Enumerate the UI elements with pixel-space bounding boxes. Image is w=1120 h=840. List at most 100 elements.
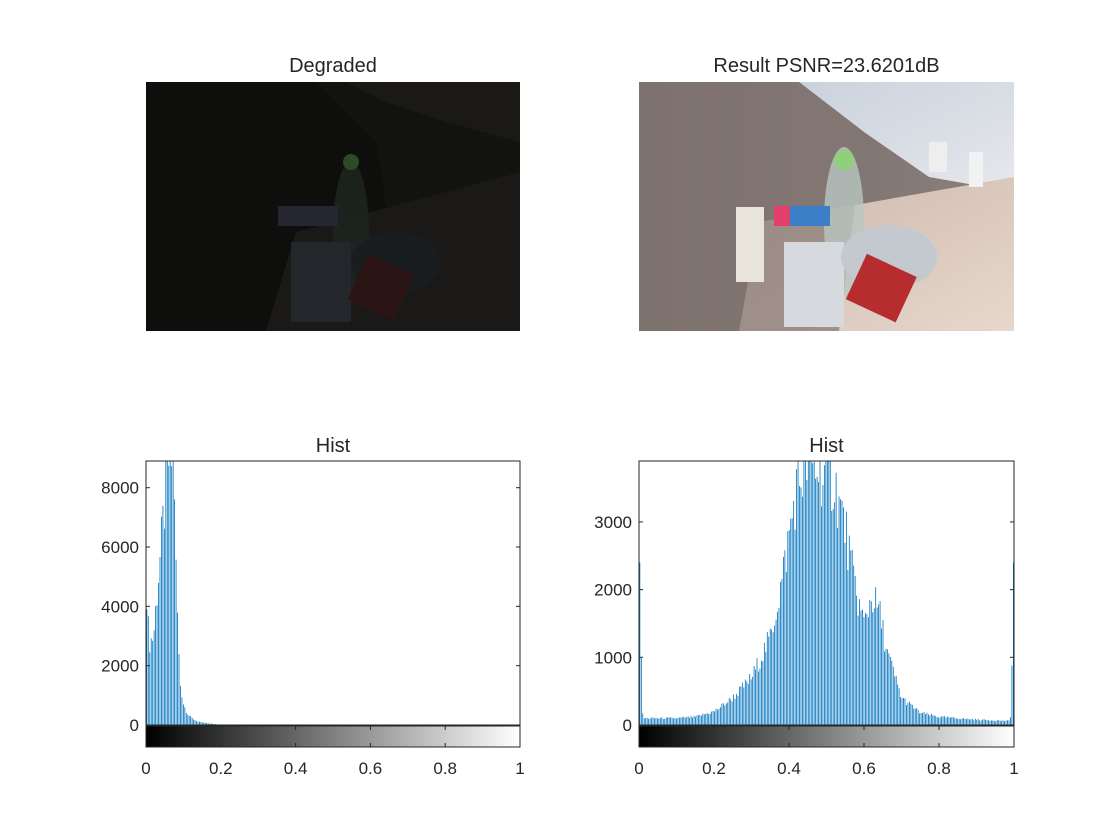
grayscale-colorbar [145,725,521,748]
hist-bar [821,506,822,725]
hist-bar [856,595,858,725]
hist-bar [717,709,718,725]
hist-bar [1010,717,1011,725]
hist-bar [649,718,651,725]
hist-bar [777,611,778,725]
x-tick-label: 1 [1009,759,1018,778]
hist-bar [772,632,774,725]
hist-bar [952,717,954,725]
hist-bar [901,698,903,725]
hist-bar [963,717,964,725]
hist-bar [866,614,868,725]
hist-bar [673,718,674,725]
hist-bar [662,719,664,725]
chart-title: Hist [809,435,844,457]
hist-bar [696,715,698,725]
hist-bar [668,717,670,725]
result-title: Result PSNR=23.6201dB [713,55,940,77]
hist-bar [992,720,994,725]
hist-bar [658,718,660,725]
hist-bar [703,714,705,725]
x-tick-label: 0.4 [284,759,308,778]
hist-bar [865,612,866,725]
hist-bar [964,718,966,725]
hist-bar [828,461,830,725]
hist-bar [925,714,926,725]
hist-bar [812,463,814,725]
hist-bar [966,718,967,725]
hist-bar [889,656,891,725]
hist-bar [884,651,885,725]
hist-bar [739,686,740,725]
hist-bar [730,699,732,725]
hist-bar [709,713,711,725]
hist-bar [794,529,796,725]
hist-bar [973,720,975,725]
hist-bar [807,461,809,725]
hist-bar [674,718,676,725]
hist-bar [910,703,912,725]
hist-bar [892,666,894,725]
hist-bar [762,661,764,725]
hist-bar [155,606,157,725]
hist-bar [645,718,647,725]
hist-bar [886,649,888,725]
hist-bar [200,722,202,725]
hist-bar [791,518,793,725]
hist-bar [859,599,860,725]
x-tick-label: 0.8 [927,759,951,778]
hist-bar [146,609,148,725]
hist-bar [1011,665,1013,725]
hist-bar [898,688,900,725]
hist-bar [834,502,836,725]
hist-bar [933,715,935,725]
hist-bar [848,535,850,725]
hist-bar [706,713,708,725]
hist-bar [980,720,982,725]
axes-box [145,460,521,726]
hist-bar [832,509,834,725]
hist-bar [166,461,168,725]
hist-bar [870,601,872,725]
hist-bar [793,500,795,725]
hist-bar [705,713,707,725]
hist-bar [740,686,742,725]
hist-bar [908,701,910,725]
x-tick-label: 0.6 [852,759,876,778]
hist-bar [957,719,959,725]
hist-bar [928,714,929,725]
hist-bar [835,472,837,725]
hist-bar [873,608,875,725]
hist-bar [982,719,984,725]
hist-bar [932,715,934,725]
hist-bar [800,487,802,725]
hist-bar [698,715,699,725]
hist-bar [824,465,825,725]
hist-bar [813,461,815,725]
hist-bar [894,676,896,725]
hist-bar [847,569,849,725]
hist-bar [670,717,672,725]
hist-bar [942,716,944,725]
x-tick-label: 0.2 [209,759,233,778]
hist-bar [903,697,904,725]
hist-bar [661,717,663,725]
hist-bar [652,717,654,725]
hist-bar [888,653,890,725]
plot-area [146,461,520,725]
hist-bar [733,694,734,725]
hist-bar [753,666,755,725]
hist-bar [763,642,765,725]
hist-bar [897,684,899,725]
y-tick-label: 2000 [101,657,139,676]
hist-bar [152,640,154,725]
hist-bar [1007,720,1008,725]
hist-bar [845,511,847,725]
hist-bar [680,717,682,725]
hist-bar [985,720,986,725]
hist-bar [684,717,686,725]
hist-bar [991,720,992,725]
hist-bar [718,708,720,725]
hist-bar [904,698,906,725]
